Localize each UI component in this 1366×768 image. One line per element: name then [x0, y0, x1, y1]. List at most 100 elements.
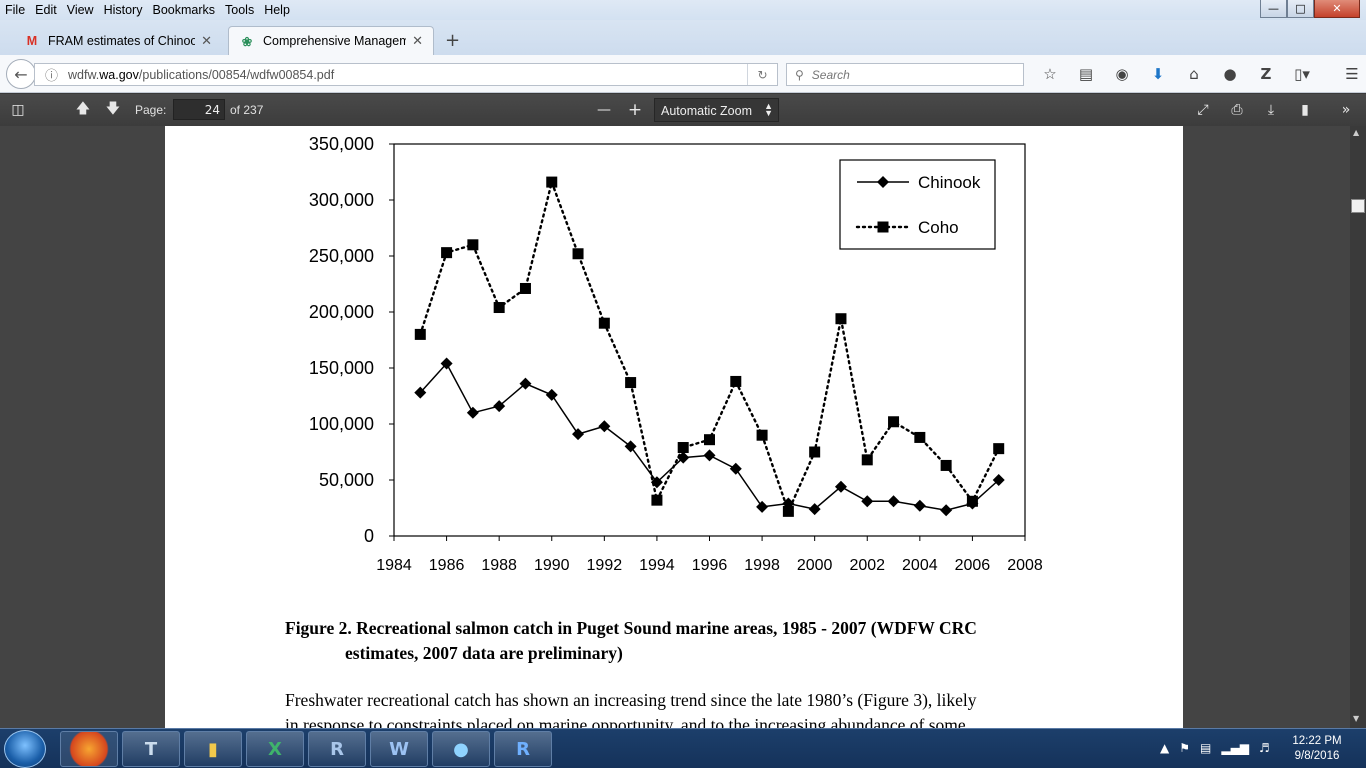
menu-edit[interactable]: Edit [35, 3, 57, 17]
maximize-button[interactable]: □ [1287, 0, 1314, 18]
r-icon[interactable]: R [494, 731, 552, 767]
data-point-chinook [466, 406, 479, 419]
y-tick-label: 300,000 [309, 190, 374, 210]
y-tick-label: 250,000 [309, 246, 374, 266]
y-tick-label: 350,000 [309, 134, 374, 154]
legend-marker-chinook [877, 176, 889, 188]
legend [839, 159, 996, 250]
url-bar[interactable]: ⓘ wdfw.wa.gov/publications/00854/wdfw008… [34, 63, 778, 86]
zoom-out-icon[interactable]: — [597, 102, 611, 118]
scroll-thumb[interactable] [1351, 199, 1365, 213]
pdf-toolbar: ◫ 🡅 🡇 Page: 24 of 237 — + Automatic Zoom… [0, 94, 1366, 126]
menu-view[interactable]: View [66, 3, 94, 17]
home-icon[interactable]: ⌂ [1189, 65, 1199, 83]
data-point-coho [493, 302, 505, 314]
r-studio-icon[interactable]: R [308, 731, 366, 767]
vertical-scrollbar[interactable]: ▲ ▼ [1350, 126, 1366, 728]
data-point-chinook [545, 388, 558, 401]
firefox-icon[interactable] [60, 731, 118, 767]
clock-time: 12:22 PM [1292, 735, 1342, 747]
close-tab-icon[interactable]: ✕ [201, 32, 212, 48]
search-input[interactable]: ⚲ Search [786, 63, 1024, 86]
back-button[interactable]: ← [6, 59, 36, 89]
close-window-button[interactable]: ✕ [1314, 0, 1360, 18]
new-tab-button[interactable]: + [445, 30, 461, 51]
reading-list-icon[interactable]: ▤ [1078, 65, 1094, 83]
start-button[interactable] [4, 730, 46, 768]
legend-label-coho: Coho [918, 218, 959, 237]
zoom-select[interactable]: Automatic Zoom ▲ ▼ [654, 98, 779, 122]
chat-icon[interactable]: ● [1223, 65, 1237, 83]
zoom-in-icon[interactable]: + [627, 100, 643, 120]
toolbar-icons: ☆ ▤ ◉ ⬇ ⌂ ● Z ▯▾ ☰ [1032, 63, 1366, 85]
data-point-coho [546, 176, 558, 188]
flag-icon[interactable]: ⚑ [1179, 741, 1190, 755]
menu-history[interactable]: History [103, 3, 143, 17]
menu-tools[interactable]: Tools [225, 3, 255, 17]
sidebar-toggle-icon[interactable]: ◫ [11, 102, 25, 118]
data-point-chinook [598, 420, 611, 433]
y-tick-label: 150,000 [309, 358, 374, 378]
network-icon[interactable]: ▂▄▆ [1221, 741, 1250, 755]
pdf-viewer: 0 50,000 100,000 150,000 200,000 250,000 300,0… [0, 126, 1350, 728]
next-page-icon[interactable]: 🡇 [105, 101, 121, 117]
menu-bookmarks[interactable]: Bookmarks [152, 3, 216, 17]
clock[interactable]: 12:22 PM 9/8/2016 [1284, 734, 1350, 764]
data-point-chinook [887, 495, 900, 508]
folder-icon[interactable]: ▮ [184, 731, 242, 767]
zotero-icon[interactable]: Z [1260, 65, 1272, 83]
minimize-button[interactable]: — [1260, 0, 1287, 18]
zoom-select-arrow-icon: ▲ ▼ [764, 101, 773, 118]
tab-label: Comprehensive Managem... [263, 34, 407, 48]
tab-comprehensive-management[interactable]: ❀ Comprehensive Managem... ✕ [228, 26, 434, 55]
x-tick-label: 1996 [692, 557, 728, 574]
tools-overflow-icon[interactable]: » [1341, 102, 1351, 118]
y-tick-label: 200,000 [309, 302, 374, 322]
earth-icon[interactable]: ● [432, 731, 490, 767]
reload-icon[interactable]: ↻ [747, 64, 777, 85]
toolbox-icon[interactable]: T [122, 731, 180, 767]
data-point-chinook [861, 495, 874, 508]
document-menu-icon[interactable]: ▯▾ [1294, 65, 1310, 83]
fullscreen-icon[interactable]: ⤢ [1197, 102, 1209, 118]
wdfw-icon: ❀ [241, 34, 253, 49]
caption-line-1: Figure 2. Recreational salmon catch in P… [285, 618, 977, 638]
system-tray: ▲ ⚑ ▤ ▂▄▆ ♬ [1160, 741, 1280, 755]
x-tick-label: 1998 [744, 557, 780, 574]
data-point-coho [809, 446, 821, 458]
pdf-page: 0 50,000 100,000 150,000 200,000 250,000 300,0… [165, 126, 1183, 728]
print-icon[interactable]: ⎙ [1231, 102, 1243, 118]
excel-icon[interactable]: X [246, 731, 304, 767]
save-icon[interactable]: ⤓ [1267, 102, 1275, 118]
body-line-1: Freshwater recreational catch has shown … [285, 690, 977, 710]
taskbar: T ▮ X R W ● R ▲ ⚑ ▤ ▂▄▆ ♬ 12:22 PM 9/8/2… [0, 728, 1366, 768]
data-point-coho [888, 416, 900, 428]
volume-icon[interactable]: ♬ [1259, 741, 1270, 755]
scroll-up-icon[interactable]: ▲ [1353, 128, 1360, 137]
hamburger-menu-icon[interactable]: ☰ [1345, 65, 1359, 83]
pocket-icon[interactable]: ◉ [1115, 65, 1129, 83]
info-icon[interactable]: ⓘ [45, 69, 59, 84]
word-icon[interactable]: W [370, 731, 428, 767]
data-point-chinook [493, 400, 506, 413]
device-icon[interactable]: ▤ [1200, 741, 1212, 755]
menu-help[interactable]: Help [264, 3, 290, 17]
scroll-down-icon[interactable]: ▼ [1353, 714, 1360, 723]
previous-page-icon[interactable]: 🡅 [75, 101, 91, 117]
bookmark-icon[interactable]: ▮ [1301, 102, 1309, 118]
data-point-coho [598, 317, 610, 329]
data-point-coho [677, 442, 689, 454]
x-tick-label: 2006 [955, 557, 991, 574]
data-point-chinook [440, 357, 453, 370]
tab-fram-estimates[interactable]: M FRAM estimates of Chinoo... ✕ [14, 26, 222, 55]
x-tick-label: 2000 [797, 557, 833, 574]
close-tab-icon[interactable]: ✕ [412, 33, 423, 48]
bookmark-star-icon[interactable]: ☆ [1043, 65, 1057, 83]
url-text: wdfw.wa.gov/publications/00854/wdfw00854… [68, 67, 335, 82]
data-point-coho [625, 377, 637, 389]
tab-label: FRAM estimates of Chinoo... [48, 33, 196, 48]
page-number-input[interactable]: 24 [173, 99, 225, 120]
menu-file[interactable]: File [5, 3, 26, 17]
download-icon[interactable]: ⬇ [1151, 65, 1165, 83]
show-hidden-icons-icon[interactable]: ▲ [1160, 741, 1170, 755]
